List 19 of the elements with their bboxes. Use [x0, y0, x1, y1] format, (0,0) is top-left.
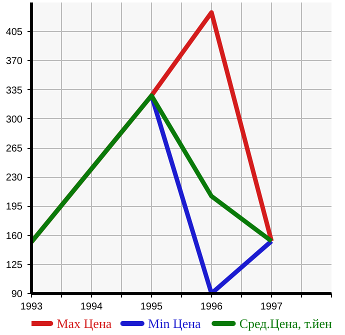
legend-label: Max Цена	[56, 316, 112, 331]
y-tick-label: 335	[6, 85, 23, 96]
y-tick-label: 230	[6, 172, 23, 184]
y-tick-label: 300	[6, 114, 23, 126]
y-tick-label: 370	[6, 56, 23, 68]
y-tick-label: 90	[11, 289, 23, 300]
legend-label: Сред.Цена, т.йен	[239, 316, 332, 331]
x-tick-label: 1993	[20, 302, 44, 312]
y-tick-label: 195	[6, 202, 23, 213]
x-tick-label: 1994	[80, 302, 104, 312]
legend-label: Min Цена	[148, 316, 202, 331]
x-tick-label: 1995	[140, 302, 164, 312]
y-tick-label: 405	[6, 27, 23, 38]
x-tick-label: 1997	[260, 302, 284, 312]
y-tick-label: 160	[6, 230, 23, 242]
line-series	[32, 93, 274, 244]
x-tick-label: 1996	[200, 302, 224, 312]
y-tick-label: 125	[6, 260, 23, 271]
y-tick-label: 265	[6, 144, 23, 154]
